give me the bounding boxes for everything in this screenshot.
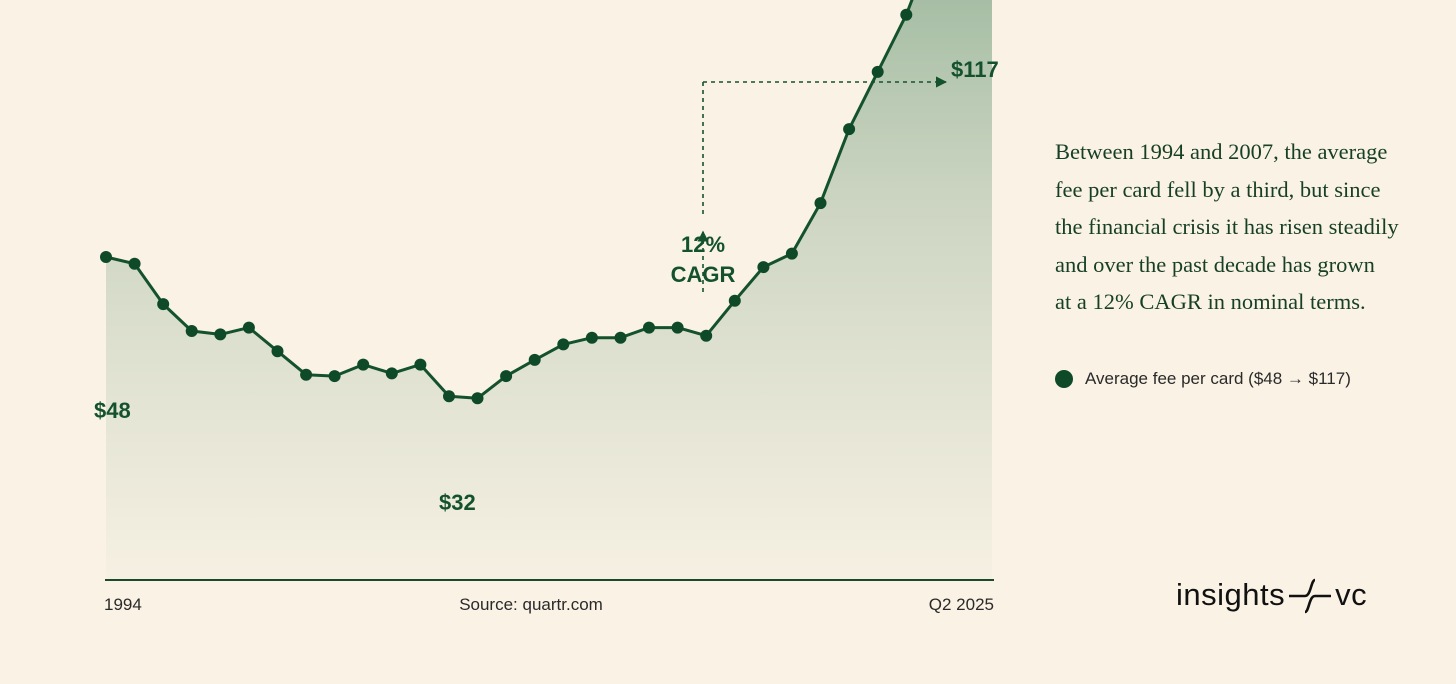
data-point xyxy=(300,368,313,381)
legend: Average fee per card ($48 → $117) xyxy=(1055,369,1351,389)
data-point xyxy=(185,325,198,337)
cagr-label-pct: 12% xyxy=(681,232,725,257)
description-line: Between 1994 and 2007, the average xyxy=(1055,139,1388,164)
data-point xyxy=(557,338,570,351)
description-line: at a 12% CAGR in nominal terms. xyxy=(1055,289,1366,314)
cagr-guide xyxy=(697,76,948,292)
data-point xyxy=(242,321,255,334)
cagr-label-text: CAGR xyxy=(671,262,736,287)
data-point xyxy=(785,247,798,260)
data-point xyxy=(900,8,913,21)
data-point xyxy=(643,321,655,334)
data-point xyxy=(728,294,741,307)
brand-right-text: vc xyxy=(1335,577,1368,612)
data-point xyxy=(157,298,170,311)
brand-logo: insights vc xyxy=(1176,576,1367,614)
data-point xyxy=(871,65,884,78)
description-line: fee per card fell by a third, but since xyxy=(1055,176,1381,202)
data-point xyxy=(414,358,427,371)
series-path xyxy=(105,0,914,400)
data-point xyxy=(214,328,227,341)
data-point xyxy=(443,390,455,403)
data-point xyxy=(500,370,513,383)
data-point xyxy=(814,197,827,210)
brand-left-text: insights xyxy=(1176,577,1286,612)
data-point xyxy=(700,329,713,342)
series-line xyxy=(105,0,914,400)
x-tick-end: Q2 2025 xyxy=(929,595,994,614)
description-text: Between 1994 and 2007, the average fee p… xyxy=(1055,133,1415,321)
legend-marker xyxy=(1055,370,1073,388)
data-point xyxy=(843,123,856,136)
data-point xyxy=(528,353,541,366)
source-note: Source: quartr.com xyxy=(459,595,603,614)
data-points xyxy=(100,8,913,405)
x-tick-start: 1994 xyxy=(104,595,142,614)
data-point xyxy=(614,331,627,344)
data-point xyxy=(357,358,370,371)
legend-label: Average fee per card ($48 → $117) xyxy=(1085,369,1351,388)
low-value-label: $32 xyxy=(439,490,476,515)
brand-cross-icon xyxy=(1289,578,1332,614)
data-point xyxy=(757,261,770,274)
data-point xyxy=(100,251,112,263)
description-line: and over the past decade has grown xyxy=(1055,251,1375,277)
description-line: the financial crisis it has risen steadi… xyxy=(1055,214,1399,239)
start-value-label: $48 xyxy=(94,398,131,423)
end-value-label: $117 xyxy=(951,57,999,82)
area-fill xyxy=(106,0,992,580)
data-point xyxy=(585,331,598,344)
data-point xyxy=(385,367,398,380)
series-area xyxy=(106,0,992,580)
data-point xyxy=(328,370,341,383)
data-point xyxy=(271,345,284,358)
data-point xyxy=(128,257,141,270)
data-point xyxy=(671,321,684,334)
data-point xyxy=(471,392,484,405)
